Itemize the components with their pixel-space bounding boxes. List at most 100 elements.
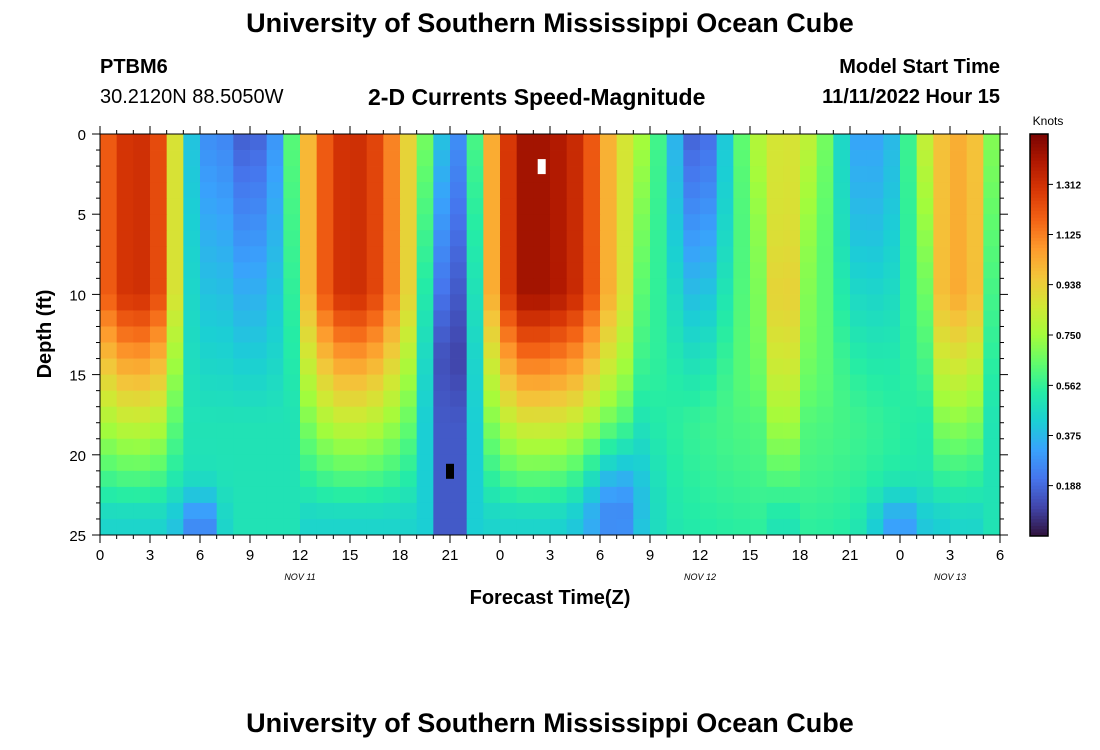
heatmap-cell	[900, 374, 918, 392]
colorbar-swatch	[1030, 458, 1048, 463]
heatmap-cell	[133, 230, 151, 247]
heatmap-cell	[583, 310, 601, 327]
heatmap-cell	[333, 198, 351, 215]
heatmap-cell	[200, 518, 218, 536]
heatmap-cell	[250, 390, 268, 408]
heatmap-cell	[150, 502, 168, 520]
heatmap-cell	[900, 390, 918, 408]
heatmap-cell	[933, 294, 951, 311]
heatmap-cell	[416, 310, 434, 327]
heatmap-cell	[616, 310, 634, 327]
heatmap-cell	[133, 310, 151, 327]
heatmap-cell	[783, 470, 801, 488]
heatmap-cell	[250, 374, 268, 392]
heatmap-cell	[566, 278, 584, 295]
heatmap-cell	[250, 230, 268, 247]
heatmap-cell	[833, 198, 851, 215]
heatmap-cell	[800, 182, 818, 199]
heatmap-cell	[700, 438, 718, 456]
heatmap-cell	[366, 502, 384, 520]
heatmap-cell	[500, 198, 518, 215]
heatmap-cell	[333, 422, 351, 440]
heatmap-cell	[700, 198, 718, 215]
heatmap-cell	[150, 310, 168, 327]
heatmap-cell	[450, 246, 468, 263]
heatmap-cell	[983, 294, 1001, 311]
heatmap-cell	[216, 262, 234, 279]
colorbar-tick-label: 0.188	[1056, 482, 1081, 493]
heatmap-cell	[916, 422, 934, 440]
heatmap-cell	[366, 294, 384, 311]
heatmap-cell	[500, 150, 518, 167]
heatmap-cell	[700, 486, 718, 504]
heatmap-cell	[183, 198, 201, 215]
heatmap-cell	[150, 294, 168, 311]
heatmap-cell	[216, 150, 234, 167]
heatmap-cell	[533, 358, 551, 375]
heatmap-cell	[150, 454, 168, 472]
heatmap-cell	[333, 246, 351, 263]
heatmap-cell	[433, 214, 451, 231]
heatmap-cell	[683, 502, 701, 520]
colorbar-swatch	[1030, 184, 1048, 189]
heatmap-cell	[983, 214, 1001, 231]
colorbar-swatch	[1030, 291, 1048, 296]
heatmap-cell	[683, 246, 701, 263]
heatmap-cell	[566, 438, 584, 456]
heatmap-cell	[416, 214, 434, 231]
x-date-label: NOV 11	[284, 572, 315, 582]
heatmap-cell	[500, 438, 518, 456]
heatmap-cell	[683, 374, 701, 392]
colorbar-swatch	[1030, 281, 1048, 286]
heatmap-cell	[916, 182, 934, 199]
heatmap-cell	[283, 262, 301, 279]
heatmap-cell	[716, 326, 734, 343]
heatmap-cell	[433, 150, 451, 167]
heatmap-cell	[750, 278, 768, 295]
heatmap-cell	[916, 230, 934, 247]
heatmap-cell	[266, 230, 284, 247]
heatmap-cell	[766, 470, 784, 488]
heatmap-cell	[750, 294, 768, 311]
heatmap-cell	[983, 246, 1001, 263]
heatmap-cell	[916, 198, 934, 215]
heatmap-cell	[533, 422, 551, 440]
heatmap-cell	[100, 326, 118, 343]
heatmap-cell	[200, 198, 218, 215]
heatmap-cell	[800, 374, 818, 392]
heatmap-cell	[283, 278, 301, 295]
heatmap-cell	[650, 134, 668, 151]
colorbar-swatch	[1030, 211, 1048, 215]
heatmap-cell	[516, 326, 534, 343]
heatmap-cell	[850, 374, 868, 392]
heatmap-cell	[216, 438, 234, 456]
heatmap-cell	[316, 166, 334, 183]
heatmap-cell	[800, 294, 818, 311]
heatmap-cell	[666, 310, 684, 327]
heatmap-cell	[750, 518, 768, 536]
heatmap-cell	[100, 470, 118, 488]
x-tick-label: 0	[496, 547, 504, 564]
heatmap-cell	[400, 246, 418, 263]
heatmap-cell	[650, 198, 668, 215]
heatmap-cell	[183, 150, 201, 167]
heatmap-cell	[416, 246, 434, 263]
heatmap-cell	[233, 470, 251, 488]
heatmap-cell	[150, 198, 168, 215]
heatmap-cell	[283, 246, 301, 263]
heatmap-cell	[383, 358, 401, 375]
colorbar-swatch	[1030, 284, 1048, 289]
heatmap-cell	[950, 326, 968, 343]
heatmap-cell	[250, 502, 268, 520]
heatmap-cell	[416, 150, 434, 167]
heatmap-cell	[816, 422, 834, 440]
heatmap-cell	[833, 502, 851, 520]
x-tick-label: 18	[792, 547, 809, 564]
heatmap-cell	[883, 310, 901, 327]
heatmap-cell	[383, 342, 401, 359]
heatmap-cell	[233, 150, 251, 167]
colorbar-swatch	[1030, 207, 1048, 212]
heatmap-cell	[416, 390, 434, 408]
heatmap-cell	[733, 390, 751, 408]
heatmap-cell	[850, 438, 868, 456]
